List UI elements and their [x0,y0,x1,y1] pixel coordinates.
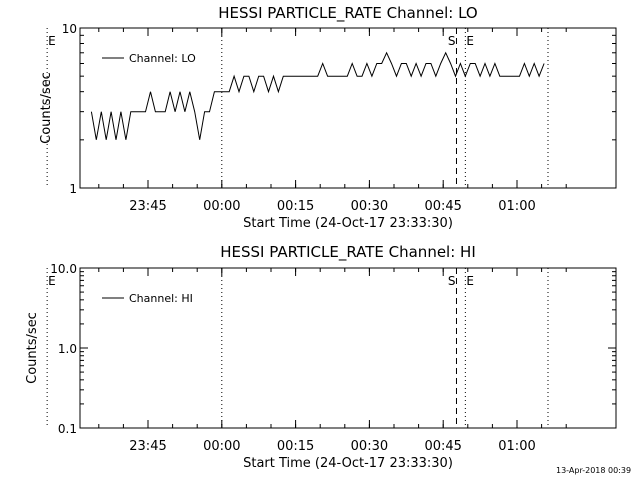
generation-timestamp: 13-Apr-2018 00:39 [556,466,632,475]
panel-2-x-tick-label: 23:45 [129,439,166,454]
panel-2-x-tick-label: 01:00 [498,439,535,454]
panel-1-title: HESSI PARTICLE_RATE Channel: LO [218,4,477,23]
panel-2-y-axis-label: Counts/sec [25,312,40,384]
panel-1-y-tick-label: 1 [69,182,77,196]
panel-1-x-tick-label: 01:00 [498,199,535,214]
panel-2-legend-label: Channel: HI [129,292,193,305]
panel-1-x-tick-label: 00:30 [351,199,388,214]
panel-1-series-line-1 [90,51,545,140]
panel-1-marker-label-4: E [466,34,474,48]
panel-2-x-tick-label: 00:45 [424,439,461,454]
panel-2-marker-label-4: E [466,274,474,288]
panel-1-y-axis-label: Counts/sec [39,72,54,144]
panel-1-marker-label-1: E [48,34,56,48]
panel-2-marker-label-1: E [48,274,56,288]
panel-1-y-tick-label: 10 [62,22,77,36]
panel-1-marker-label-3: S [448,34,456,48]
panel-1-x-axis-label: Start Time (24-Oct-17 23:33:30) [243,216,453,231]
panel-2-y-tick-label: 0.1 [58,422,77,436]
panel-2-y-tick-label: 10.0 [50,262,77,276]
panel-1-x-tick-label: 00:15 [277,199,314,214]
panel-2-x-tick-label: 00:00 [203,439,240,454]
panel-2-x-tick-label: 00:15 [277,439,314,454]
panel-2-marker-label-3: S [448,274,456,288]
panel-2-x-axis-label: Start Time (24-Oct-17 23:33:30) [243,456,453,471]
panel-1-x-tick-label: 00:00 [203,199,240,214]
panel-1-legend-label: Channel: LO [129,52,196,65]
panel-2-title: HESSI PARTICLE_RATE Channel: HI [220,243,476,262]
panel-1-x-tick-label: 23:45 [129,199,166,214]
panel-1-plot-frame [79,27,617,189]
panel-2-x-tick-label: 00:30 [351,439,388,454]
panel-1-x-tick-label: 00:45 [424,199,461,214]
panel-2-y-tick-label: 1.0 [58,342,77,356]
